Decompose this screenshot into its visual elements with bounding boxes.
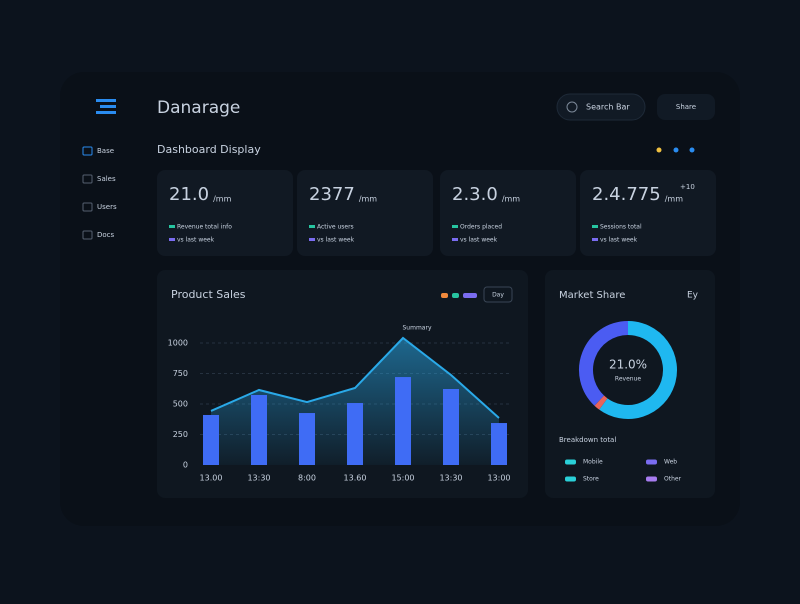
donut-center-sub: Revenue [615, 376, 641, 383]
legend-swatch [565, 476, 576, 482]
y-tick-label: 250 [173, 430, 188, 439]
donut-slice [579, 321, 629, 406]
legend-swatch [452, 293, 459, 298]
indicator [689, 147, 695, 153]
x-tick-label: 15:00 [391, 474, 414, 483]
kpi-badge: +10 [680, 183, 695, 191]
nav-label[interactable]: Docs [97, 231, 115, 239]
kpi-dot [452, 238, 458, 241]
y-tick-label: 750 [173, 369, 188, 378]
kpi-line: vs last week [460, 237, 498, 244]
logo [96, 99, 116, 114]
search-text: Search Bar [586, 103, 630, 112]
kpi-value: 2.4.775 [592, 184, 661, 205]
legend-swatch [565, 459, 576, 465]
nav-icon [82, 202, 93, 212]
kpi-line: vs last week [600, 237, 638, 244]
kpi-dot [592, 225, 598, 228]
kpi-card [440, 170, 576, 256]
kpi-dot [169, 225, 175, 228]
kpi-line: vs last week [177, 237, 215, 244]
kpi-card [580, 170, 716, 256]
x-tick-label: 8:00 [298, 474, 316, 483]
filter-text: Day [492, 292, 504, 299]
app-title: Danarage [157, 98, 240, 118]
nav-icon [82, 230, 93, 240]
kpi-line: vs last week [317, 237, 355, 244]
kpi-line: Orders placed [460, 224, 502, 231]
nav-label[interactable]: Base [97, 147, 114, 155]
bar [491, 423, 507, 465]
search-icon [566, 101, 578, 113]
kpi-unit: /mm [359, 195, 377, 204]
kpi-value: 2.3.0 [452, 184, 498, 205]
kpi-unit: /mm [213, 195, 231, 204]
share-button[interactable] [657, 94, 715, 120]
bar [395, 377, 411, 465]
nav-label[interactable]: Users [97, 203, 117, 211]
area [211, 337, 499, 465]
kpi-card [157, 170, 293, 256]
share-text: Share [676, 103, 696, 111]
donut-menu[interactable]: Ey [687, 291, 699, 301]
nav-icon [82, 146, 93, 156]
x-tick-label: 13.00 [200, 474, 223, 483]
kpi-dot [169, 238, 175, 241]
x-tick-label: 13.60 [344, 474, 367, 483]
kpi-value: 21.0 [169, 184, 209, 205]
indicator [656, 147, 662, 153]
subtitle: Dashboard Display [157, 143, 261, 156]
x-tick-label: 13:30 [439, 474, 462, 483]
x-tick-label: 13:30 [247, 474, 270, 483]
bar [347, 403, 363, 465]
donut-slice [594, 395, 608, 410]
donut-panel [545, 270, 715, 498]
donut-title: Market Share [559, 290, 625, 301]
bar [443, 388, 459, 465]
kpi-unit: /mm [502, 195, 520, 204]
kpi-dot [592, 238, 598, 241]
search-box[interactable] [556, 93, 646, 121]
legend-label: Store [583, 476, 599, 483]
peak-annotation: Summary [403, 324, 432, 331]
legend-swatch [441, 293, 448, 298]
kpi-unit: /mm [665, 195, 683, 204]
legend-label: Mobile [583, 459, 603, 466]
area-line [210, 336, 500, 419]
legend-label: Other [664, 476, 682, 483]
bar [203, 414, 219, 465]
bar [251, 394, 267, 465]
y-tick-label: 1000 [168, 339, 188, 348]
content: Base Sales Users Docs 21.0/mm Revenue total i… [82, 146, 716, 498]
x-tick-label: 13:00 [487, 474, 510, 483]
legend-swatch [646, 459, 657, 465]
legend-label: Web [664, 459, 677, 466]
chart-title: Product Sales [171, 288, 246, 301]
kpi-line: Sessions total [600, 224, 642, 231]
y-tick-label: 0 [183, 461, 188, 470]
kpi-value: 2377 [309, 184, 355, 205]
kpi-line: Revenue total info [177, 224, 232, 231]
kpi-card [297, 170, 433, 256]
filter-button[interactable] [483, 286, 513, 303]
y-tick-label: 500 [173, 400, 188, 409]
donut-slice [599, 321, 677, 419]
bar [299, 413, 315, 465]
indicator [673, 147, 679, 153]
legend-swatch [463, 293, 477, 298]
kpi-dot [309, 225, 315, 228]
nav-icon [82, 174, 93, 184]
donut-center-label: 21.0% [609, 358, 647, 372]
nav-label[interactable]: Sales [97, 175, 116, 183]
kpi-dot [309, 238, 315, 241]
kpi-dot [452, 225, 458, 228]
kpi-line: Active users [317, 224, 354, 231]
legend-title: Breakdown total [559, 436, 616, 444]
legend-swatch [646, 476, 657, 482]
